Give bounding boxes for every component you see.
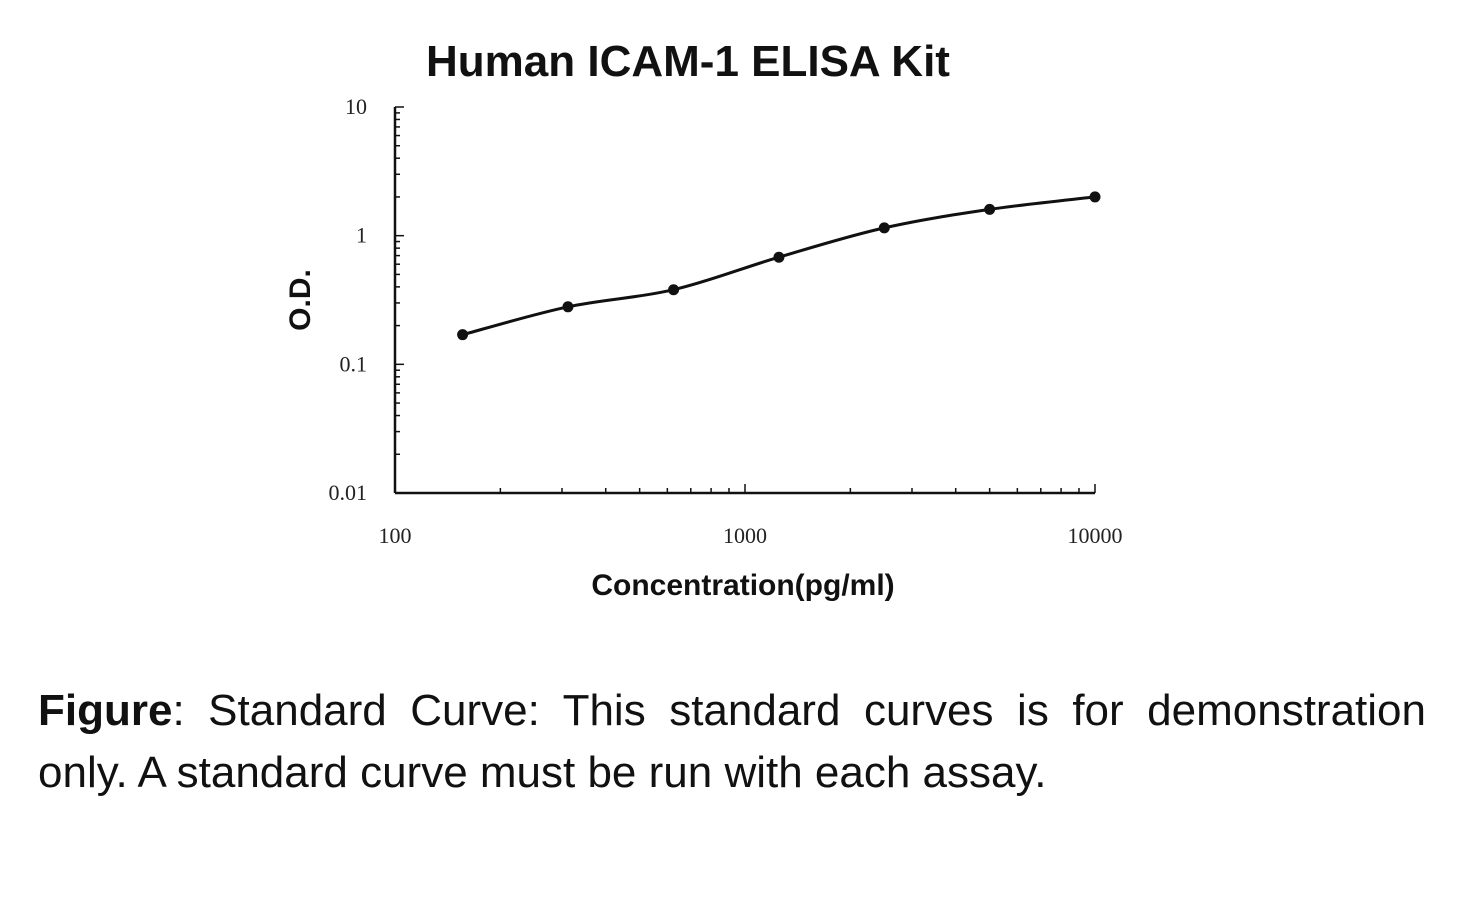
y-axis-label: O.D. xyxy=(284,269,317,331)
caption-lead: Figure xyxy=(38,686,173,735)
x-tick-label: 100 xyxy=(379,523,412,548)
y-tick-label: 1 xyxy=(356,223,367,248)
data-point xyxy=(668,284,680,296)
x-axis-label: Concentration(pg/ml) xyxy=(591,569,894,602)
chart-title: Human ICAM-1 ELISA Kit xyxy=(426,37,950,86)
x-tick-label: 10000 xyxy=(1068,523,1123,548)
ticks: 10 1 0.1 0.01 100 1000 10000 xyxy=(329,94,1123,548)
standard-curve-chart: Human ICAM-1 ELISA Kit 10 1 0.1 0.01 100 1000… xyxy=(284,37,1123,602)
x-tick-label: 1000 xyxy=(723,523,767,548)
figure-caption: Figure: Standard Curve: This standard cu… xyxy=(38,680,1426,804)
data-point xyxy=(562,301,574,313)
y-tick-label: 0.01 xyxy=(329,480,368,505)
y-tick-label: 10 xyxy=(345,94,367,119)
data-point xyxy=(984,203,996,215)
caption-text: : Standard Curve: This standard curves i… xyxy=(38,686,1426,797)
data-points xyxy=(457,191,1101,341)
data-point xyxy=(773,251,785,263)
data-point xyxy=(457,329,469,341)
standard-curve-line xyxy=(462,195,1096,337)
data-point xyxy=(1089,191,1101,203)
data-point xyxy=(878,222,890,234)
y-tick-label: 0.1 xyxy=(340,351,368,376)
axes xyxy=(393,107,1095,495)
